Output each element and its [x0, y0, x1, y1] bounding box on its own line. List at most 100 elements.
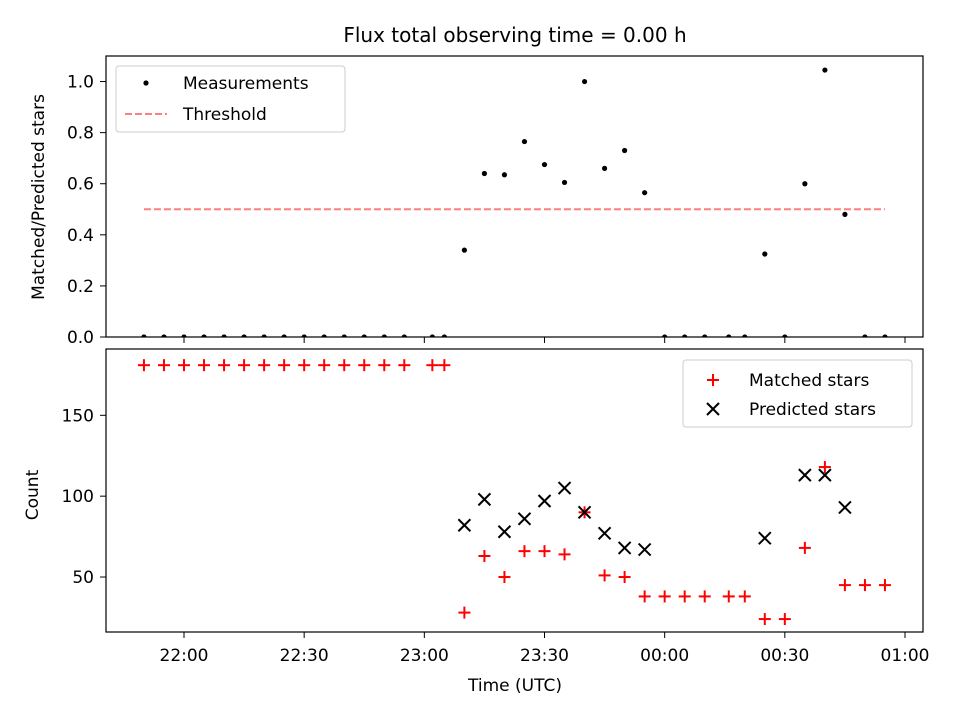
count-y-label: Count — [23, 469, 43, 520]
matched-star-marker — [698, 590, 711, 603]
measurement-point — [401, 334, 407, 337]
ratio-y-tick-label: 1.0 — [67, 73, 94, 93]
measurement-point — [141, 334, 147, 337]
measurement-point — [622, 147, 628, 154]
matched-star-marker — [478, 549, 491, 562]
legend-matched-label: Matched stars — [749, 371, 869, 391]
count-y-tick-label: 150 — [62, 406, 94, 426]
predicted-star-marker — [497, 525, 512, 539]
count-x-axis: 22:00 22:30 23:00 23:30 00:00 00:30 01:00 — [160, 632, 930, 666]
measurement-point — [561, 179, 568, 186]
chart-title: Flux total observing time = 0.00 h — [343, 23, 686, 47]
measurement-point — [501, 172, 508, 178]
count-x-tick-label: 23:00 — [400, 646, 449, 666]
count-y-tick-label: 50 — [72, 568, 94, 588]
measurement-point — [161, 334, 167, 337]
count-x-tick-label: 00:00 — [640, 646, 689, 666]
predicted-star-marker — [798, 468, 812, 482]
measurement-point — [381, 334, 387, 337]
matched-star-marker — [137, 359, 150, 372]
ratio-y-tick-label: 0.8 — [67, 124, 94, 144]
ratio-y-tick-label: 0.0 — [67, 328, 94, 348]
matched-star-marker — [198, 359, 211, 372]
matched-star-marker — [778, 613, 791, 626]
predicted-star-marker — [838, 500, 852, 515]
matched-star-marker — [798, 541, 811, 554]
matched-star-marker — [157, 359, 170, 372]
measurement-point — [782, 334, 788, 337]
predicted-star-marker — [457, 518, 472, 532]
measurement-point — [521, 138, 528, 145]
measurement-point — [181, 334, 187, 337]
measurement-point — [301, 334, 307, 337]
predicted-star-marker — [477, 492, 492, 507]
measurement-point — [441, 334, 447, 337]
measurement-point — [726, 334, 732, 337]
measurement-point — [241, 334, 247, 337]
matched-star-marker — [458, 606, 471, 619]
matched-star-marker — [338, 359, 351, 372]
measurement-point — [702, 334, 708, 337]
matched-star-marker — [498, 571, 511, 584]
measurement-point — [601, 165, 608, 171]
x-axis-label: Time (UTC) — [467, 676, 562, 696]
matched-star-marker — [298, 359, 311, 372]
predicted-star-marker — [577, 505, 592, 520]
legend-threshold-label: Threshold — [182, 105, 267, 125]
count-x-tick-label: 23:30 — [520, 646, 569, 666]
ratio-y-tick-label: 0.2 — [67, 277, 94, 297]
matched-star-marker — [558, 548, 571, 561]
predicted-star-marker — [597, 526, 612, 541]
matched-star-marker — [858, 579, 871, 592]
matched-star-marker — [818, 461, 831, 474]
measurement-point — [842, 211, 848, 217]
matched-star-marker — [438, 359, 451, 372]
count-x-tick-label: 22:30 — [280, 646, 329, 666]
matched-star-marker — [398, 359, 411, 372]
matched-star-marker — [218, 359, 231, 372]
matched-star-marker — [658, 590, 671, 603]
count-panel: 50 100 150 22:00 22:30 23:00 23:30 00:00 00:30 0… — [23, 348, 930, 696]
ratio-y-label: Matched/Predicted stars — [29, 94, 49, 300]
measurement-point — [642, 190, 648, 196]
matched-star-marker — [738, 590, 751, 603]
predicted-star-marker — [537, 494, 552, 508]
matched-star-marker — [378, 359, 391, 372]
matched-star-marker — [758, 613, 771, 626]
count-x-tick-label: 00:30 — [760, 646, 809, 666]
matched-star-marker — [618, 571, 631, 584]
measurement-point — [882, 334, 888, 337]
measurement-point — [341, 334, 347, 337]
matched-star-marker — [838, 579, 851, 592]
measurement-point — [662, 334, 668, 337]
matched-star-marker — [518, 545, 531, 558]
measurement-point — [281, 334, 287, 337]
predicted-star-marker — [517, 512, 532, 526]
measurement-point — [361, 334, 367, 337]
measurement-point — [321, 334, 327, 337]
matched-star-marker — [722, 590, 735, 603]
matched-star-marker — [598, 569, 611, 582]
count-y-tick-label: 100 — [62, 487, 94, 507]
matched-star-marker — [318, 359, 331, 372]
measurement-point — [541, 161, 548, 168]
predicted-star-marker — [557, 481, 572, 495]
matched-star-marker — [258, 359, 271, 372]
measurement-point — [822, 67, 828, 73]
legend-predicted-marker — [706, 402, 720, 416]
matched-star-marker — [878, 579, 891, 592]
matched-star-marker — [426, 359, 439, 372]
measurement-point — [581, 78, 588, 85]
matched-star-marker — [538, 545, 551, 558]
matched-star-marker — [678, 590, 691, 603]
measurement-point — [862, 334, 868, 337]
count-plot-frame — [105, 348, 924, 633]
legend-measurements-label: Measurements — [183, 74, 309, 94]
legend-predicted-label: Predicted stars — [749, 400, 876, 420]
predicted-star-marker — [637, 542, 652, 557]
measurement-point — [461, 247, 467, 253]
measurement-point — [762, 251, 768, 257]
ratio-plot-frame — [105, 55, 924, 338]
matched-star-marker — [358, 359, 371, 372]
